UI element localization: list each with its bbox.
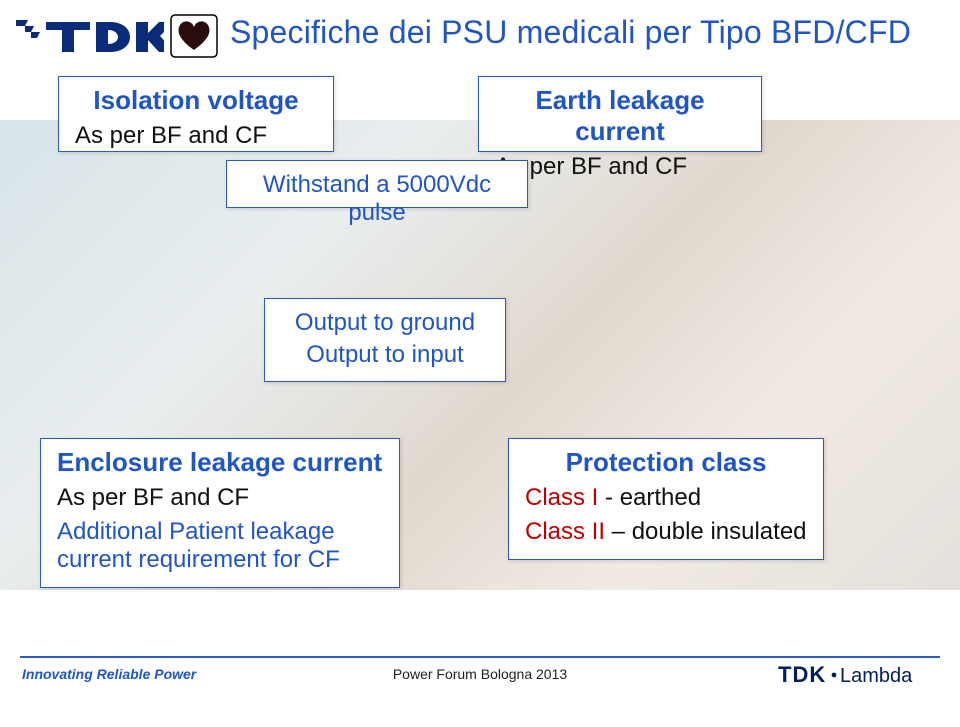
box-withstand-pulse: Withstand a 5000Vdc pulse [226, 160, 528, 208]
svg-text:Lambda: Lambda [840, 665, 913, 687]
box-line: Class II – double insulated [525, 518, 807, 546]
class-label: Class II [525, 518, 605, 545]
box-output: Output to ground Output to input [264, 298, 506, 382]
tdk-logo [14, 18, 164, 54]
box-line: As per BF and CF [75, 122, 317, 150]
box-subtext: Output to ground [277, 309, 493, 337]
class-rest: - earthed [598, 484, 701, 511]
tdk-logo-svg [14, 18, 164, 54]
box-header: Enclosure leakage current [57, 447, 383, 478]
box-subtext: Withstand a 5000Vdc pulse [239, 171, 515, 227]
box-header: Earth leakage current [495, 85, 745, 147]
box-enclosure-leakage: Enclosure leakage current As per BF and … [40, 438, 400, 588]
footer-rule [20, 656, 940, 658]
box-line: Class I - earthed [525, 484, 807, 512]
box-extra-line: Additional Patient leakage [57, 518, 383, 546]
heart-icon [170, 14, 218, 63]
tdk-lambda-logo: TDK Lambda [778, 662, 938, 695]
box-isolation-voltage: Isolation voltage As per BF and CF [58, 76, 334, 152]
box-extra-line: current requirement for CF [57, 546, 383, 574]
box-protection-class: Protection class Class I - earthed Class… [508, 438, 824, 560]
box-line: As per BF and CF [57, 484, 383, 512]
box-subtext: Output to input [277, 341, 493, 369]
class-rest: – double insulated [605, 518, 807, 545]
box-header: Protection class [525, 447, 807, 478]
slide: Specifiche dei PSU medicali per Tipo BFD… [0, 0, 960, 727]
box-earth-leakage: Earth leakage current As per BF and CF [478, 76, 762, 152]
box-line: As per BF and CF [495, 153, 745, 181]
svg-text:TDK: TDK [778, 662, 826, 687]
box-header: Isolation voltage [75, 85, 317, 116]
class-label: Class I [525, 484, 598, 511]
slide-title: Specifiche dei PSU medicali per Tipo BFD… [230, 14, 940, 51]
